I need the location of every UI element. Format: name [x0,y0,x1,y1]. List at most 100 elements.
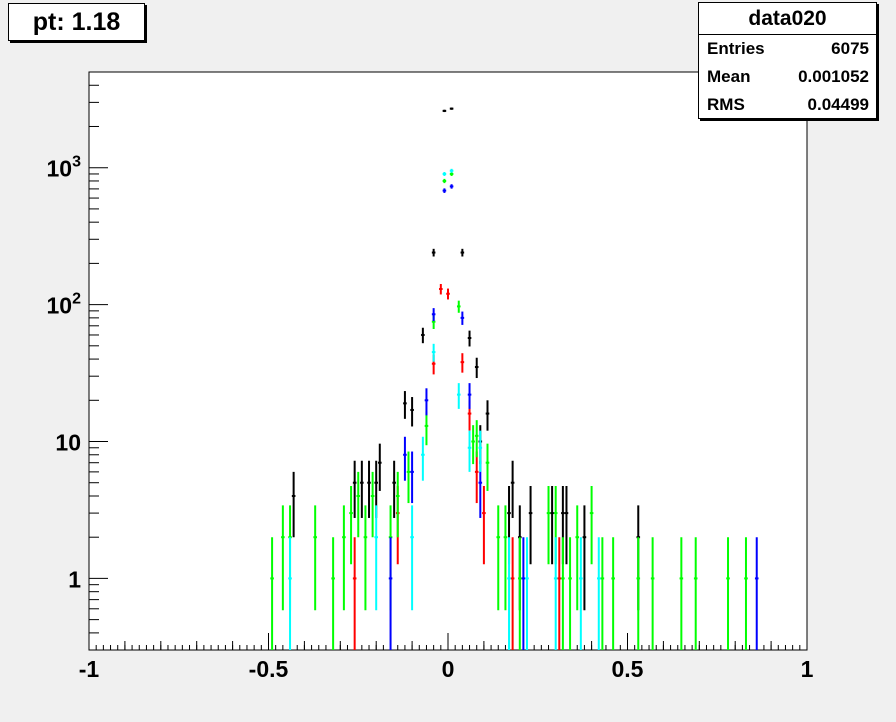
data-point [471,425,475,465]
data-point [510,460,515,518]
data-point [424,388,429,416]
data-point [460,311,465,325]
data-point [442,188,447,193]
x-tick-label: 1 [801,656,814,682]
stats-value: 6075 [831,39,869,58]
x-tick-label: 0 [442,656,455,682]
data-point [331,537,335,650]
data-point [449,107,454,110]
data-point [410,451,414,504]
data-point [546,485,551,565]
series-3 [388,184,759,650]
data-point [370,471,375,538]
data-point [352,537,357,650]
data-point [579,537,583,650]
data-point [582,505,587,611]
data-point [561,537,565,650]
data-point [442,178,447,184]
x-tick-label: 0.5 [612,656,644,682]
stats-row-entries: Entries 6075 [699,35,876,63]
data-point [557,537,562,650]
data-point [528,485,533,565]
stats-title: data020 [699,3,876,35]
data-point [410,505,414,611]
data-point [525,537,529,650]
stats-label: RMS [707,95,745,114]
stats-row-mean: Mean 0.001052 [699,63,876,91]
data-point [367,460,371,518]
data-point [507,537,511,650]
x-tick-label: -1 [79,656,100,682]
data-point [596,537,601,650]
data-point [403,436,407,481]
data-point [356,471,361,538]
plot-frame [88,71,808,651]
data-point [395,471,400,538]
data-point [478,430,483,472]
data-point [636,537,641,650]
data-point [421,327,425,344]
data-point [600,537,605,650]
data-point [521,537,526,650]
data-point [291,471,296,538]
y-tick-label: 1 [68,566,81,592]
data-point [270,537,274,650]
data-point [352,460,357,518]
data-point [431,343,436,362]
data-point [693,537,698,650]
data-point [496,505,501,611]
data-point [482,485,486,565]
data-point [467,430,472,472]
data-point [460,248,465,257]
data-point [611,537,615,650]
stats-row-rms: RMS 0.04499 [699,91,876,119]
data-point [460,353,465,373]
data-point [744,537,748,650]
data-point [431,248,436,257]
data-point [439,284,443,295]
data-point [467,330,472,347]
data-point [446,288,450,300]
data-point [406,451,411,504]
data-point [553,537,558,650]
data-point [564,485,569,565]
data-point [456,300,461,313]
data-point [360,460,364,518]
data-point [679,537,684,650]
y-tick-label: 103 [47,154,82,182]
data-point [510,537,515,650]
data-point [377,443,382,491]
data-point [281,505,285,611]
data-point [392,460,396,518]
data-point [485,400,490,431]
data-marks [270,107,759,650]
y-tick-label: 10 [55,430,81,456]
x-tick-label: -0.5 [249,656,289,682]
data-point [575,505,580,611]
pad-title: pt: 1.18 [8,3,145,41]
data-point [474,357,479,379]
data-point [754,537,759,650]
data-point [485,443,490,491]
data-point [363,505,368,611]
axes: -1 -0.5 0 0.5 1 1 10 102 103 [47,71,814,682]
stats-value: 0.04499 [807,95,869,114]
data-point [518,537,522,650]
data-point [442,109,447,113]
data-point [410,397,414,427]
stats-box: data020 Entries 6075 Mean 0.001052 RMS 0… [698,2,877,119]
data-point [403,391,407,419]
data-point [726,537,730,650]
data-point [442,172,447,176]
data-point [374,505,378,611]
stats-label: Mean [707,67,751,86]
data-point [503,505,508,611]
data-point [313,505,317,611]
y-tick-label: 102 [47,291,82,319]
stats-label: Entries [707,39,765,58]
data-point [456,383,461,409]
data-point [589,485,594,565]
data-point [342,505,346,611]
data-point [421,436,425,481]
